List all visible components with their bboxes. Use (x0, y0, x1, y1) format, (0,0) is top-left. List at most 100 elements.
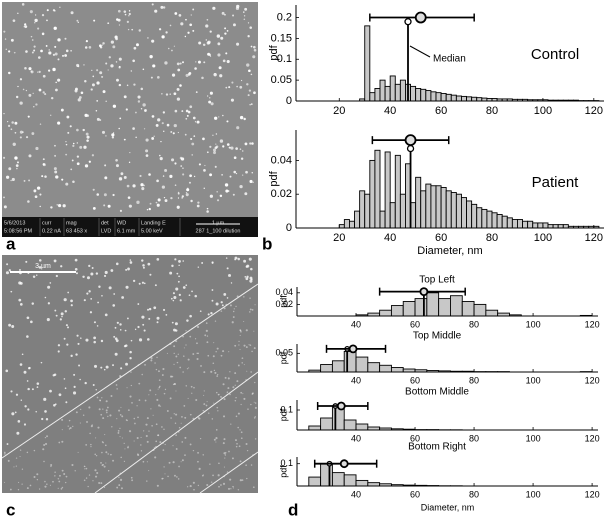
histogram-bar (440, 186, 447, 229)
particle (60, 265, 63, 268)
particle (137, 95, 141, 99)
particle (159, 154, 161, 157)
particle (121, 437, 123, 439)
particle (101, 294, 103, 297)
particle (174, 162, 177, 165)
particle (43, 397, 47, 401)
particle (250, 371, 252, 373)
particle (179, 62, 182, 65)
particle (44, 485, 47, 488)
particle (71, 159, 74, 162)
particle (74, 89, 78, 93)
particle (222, 350, 225, 353)
particle (115, 384, 118, 386)
particle (209, 91, 213, 95)
particle (167, 47, 170, 50)
particle (244, 276, 247, 278)
particle (18, 281, 22, 285)
particle (230, 423, 232, 425)
particle (212, 134, 214, 137)
particle (72, 142, 75, 145)
particle (31, 39, 34, 41)
particle (120, 367, 123, 370)
particle (182, 260, 185, 262)
particle (145, 423, 148, 426)
particle (121, 415, 124, 418)
particle (234, 384, 236, 386)
particle (154, 362, 156, 364)
panel-label: d (288, 500, 298, 519)
particle (118, 409, 121, 412)
particle (17, 420, 21, 423)
particle (240, 431, 243, 434)
particle (86, 135, 90, 139)
histogram-bar (461, 301, 475, 317)
particle (42, 158, 45, 161)
particle (175, 413, 178, 416)
particle (69, 426, 72, 430)
info-text: det (101, 220, 109, 226)
particle (76, 162, 80, 166)
particle (34, 195, 38, 199)
particle (17, 12, 19, 15)
particle (93, 364, 98, 368)
particle (215, 437, 218, 440)
particle (74, 470, 76, 472)
particle (201, 262, 204, 264)
particle (57, 478, 60, 480)
particle (90, 88, 93, 91)
particle (85, 40, 88, 43)
particle (15, 465, 17, 467)
particle (229, 478, 232, 481)
particle (204, 334, 207, 337)
particle (251, 172, 253, 174)
particle (241, 479, 244, 482)
particle (133, 83, 136, 86)
particle (243, 18, 246, 21)
particle (61, 469, 64, 472)
particle (182, 167, 184, 169)
particle (173, 295, 177, 300)
particle (222, 59, 226, 63)
boundary-line (94, 371, 259, 494)
particle (172, 445, 174, 447)
x-tick-label: 120 (585, 375, 600, 385)
particle (124, 344, 128, 347)
particle (217, 393, 220, 396)
particle (166, 410, 169, 412)
particle (195, 398, 198, 402)
particle (43, 460, 45, 463)
particle (198, 41, 202, 45)
particle (90, 425, 93, 428)
particle (192, 29, 195, 32)
particle (31, 51, 34, 54)
particle (218, 66, 222, 70)
particle (133, 417, 136, 420)
particle (129, 357, 132, 360)
particle (59, 318, 62, 321)
particle (25, 89, 28, 92)
x-tick-label: 40 (384, 232, 396, 244)
particle (235, 439, 237, 442)
particle (107, 453, 109, 455)
particle (173, 345, 176, 348)
particle (203, 390, 205, 392)
particle (106, 411, 108, 414)
particle (141, 259, 144, 262)
x-tick-label: 100 (534, 232, 552, 244)
particle (58, 203, 62, 208)
particle (224, 376, 227, 379)
particle (140, 450, 143, 452)
particle (187, 486, 189, 488)
particle (38, 488, 41, 490)
particle (128, 430, 132, 433)
particle (146, 461, 148, 463)
particle (246, 477, 248, 480)
particle (240, 157, 244, 160)
histogram-bar (367, 482, 381, 487)
particle (64, 54, 68, 57)
particle (233, 308, 235, 310)
particle (19, 136, 22, 139)
particle (138, 399, 141, 401)
histogram-bar (473, 303, 487, 317)
